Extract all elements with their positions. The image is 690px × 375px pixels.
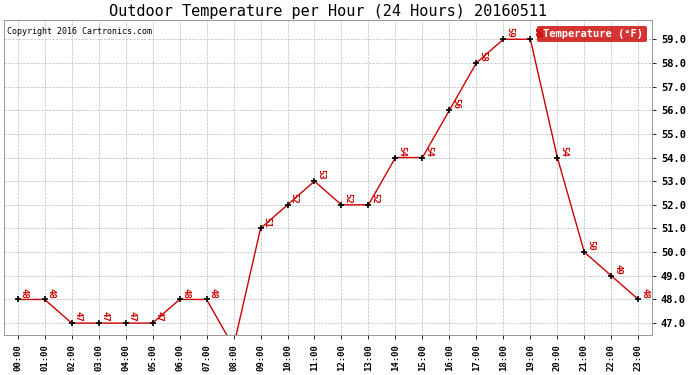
Text: 48: 48: [181, 288, 190, 298]
Text: 54: 54: [424, 146, 433, 156]
Title: Outdoor Temperature per Hour (24 Hours) 20160511: Outdoor Temperature per Hour (24 Hours) …: [109, 4, 547, 19]
Text: 53: 53: [317, 169, 326, 180]
Text: 52: 52: [290, 193, 299, 204]
Text: 46: 46: [0, 374, 1, 375]
Text: 49: 49: [613, 264, 622, 274]
Text: 48: 48: [20, 288, 29, 298]
Text: 47: 47: [101, 311, 110, 322]
Text: Copyright 2016 Cartronics.com: Copyright 2016 Cartronics.com: [8, 27, 152, 36]
Text: 58: 58: [479, 51, 488, 62]
Text: 56: 56: [451, 98, 461, 109]
Legend: Temperature (°F): Temperature (°F): [538, 26, 647, 42]
Text: 48: 48: [640, 288, 649, 298]
Text: 50: 50: [586, 240, 595, 251]
Text: 52: 52: [344, 193, 353, 204]
Text: 59: 59: [533, 27, 542, 38]
Text: 47: 47: [74, 311, 83, 322]
Text: 47: 47: [155, 311, 164, 322]
Text: 51: 51: [263, 216, 272, 227]
Text: 59: 59: [506, 27, 515, 38]
Text: 54: 54: [560, 146, 569, 156]
Text: 52: 52: [371, 193, 380, 204]
Text: 47: 47: [128, 311, 137, 322]
Text: 48: 48: [47, 288, 56, 298]
Text: 48: 48: [208, 288, 218, 298]
Text: 54: 54: [397, 146, 406, 156]
